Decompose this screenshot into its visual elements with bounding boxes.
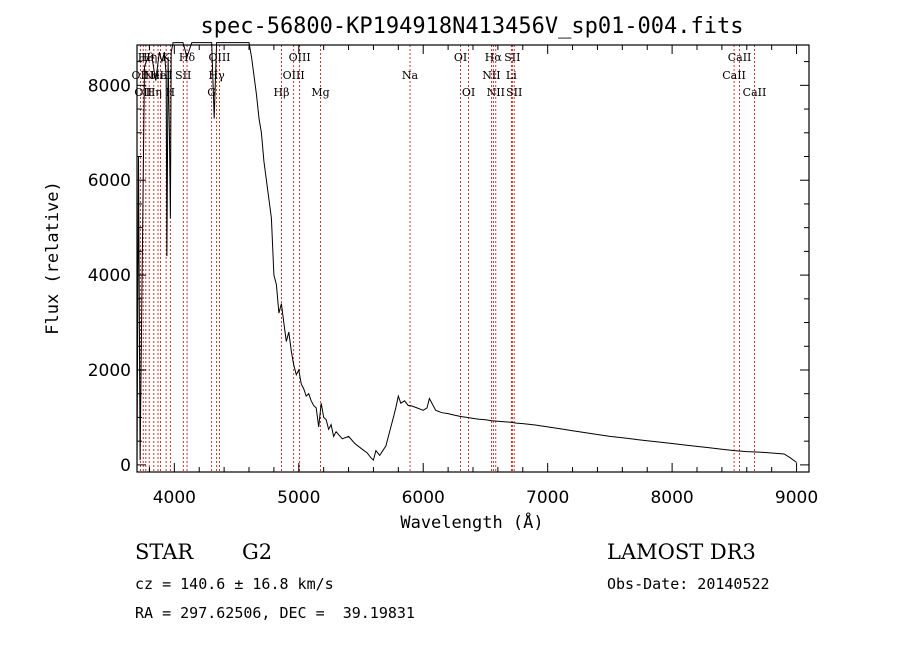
plot-frame [136,44,810,473]
spectral-line-label: Hη [146,86,162,99]
coordinates: RA = 297.62506, DEC = 39.19831 [135,604,415,622]
spectral-line-label: OI [454,51,467,64]
y-tick-label: 4000 [88,266,131,286]
chart-title: spec-56800-KP194918N413456V_sp01-004.fit… [200,14,743,39]
spectrum-line [136,42,797,465]
spectral-line-label: G [207,86,216,99]
spectral-line-label: SII [504,51,520,64]
spectral-line-label: NII [487,86,505,99]
spectral-line-label: CaII [728,51,752,64]
spectral-line-label: NeIII [143,69,172,82]
spectral-line-label: OI [462,86,475,99]
spectral-line-label: OII [134,86,152,99]
spectral-line-label: NII [482,69,500,82]
spectral-line-label: Mg [311,86,329,99]
spectral-line-label: Li [506,69,517,82]
spectral-line-label: Hα [485,51,503,64]
y-tick-label: 6000 [88,171,131,191]
spectral-line-label: CaII [743,86,767,99]
spectral-line-label: H [166,86,176,99]
spectral-line-label: SII [506,86,522,99]
spectral-line-label: Hθ [138,51,155,64]
survey-name: LAMOST DR3 [607,540,756,564]
axis-ticks: 4000 5000 6000 7000 8000 9000 0 2000 4000 6000 800… [88,45,818,508]
spectral-line-label: OIII [208,51,230,64]
y-tick-label: 2000 [88,361,131,381]
redshift-velocity: cz = 140.6 ± 16.8 km/s [135,575,334,593]
spectral-line-label: SII [175,69,191,82]
y-tick-label: 8000 [88,76,131,96]
spectral-line-label: OIII [283,69,305,82]
spectral-line-label: Hγ [209,69,226,82]
spectral-line-label: CaII [722,69,746,82]
y-axis-label: Flux (relative) [43,181,63,335]
x-tick-label: 7000 [526,488,569,508]
object-class: STAR [135,540,194,564]
x-tick-label: 9000 [775,488,818,508]
spectral-line-label: Hη [141,51,157,64]
spectral-line-label: OIII [289,51,311,64]
spectral-lines-layer [139,45,755,472]
spectral-line-label: Na [402,69,419,82]
spectral-line-label: K [162,51,171,64]
x-tick-label: 4000 [153,488,196,508]
object-subclass: G2 [242,540,273,564]
observation-date: Obs-Date: 20140522 [607,575,770,593]
x-tick-label: 6000 [402,488,445,508]
x-tick-label: 8000 [650,488,693,508]
x-tick-label: 5000 [277,488,320,508]
x-axis-label: Wavelength (Å) [400,511,543,533]
spectral-line-label: Hβ [274,86,290,99]
spectral-line-labels: OIIOIIHθHηHηNeIIIHeIKHSIIHδGHγOIIIHβOIII… [132,51,767,99]
y-tick-label: 0 [120,456,131,476]
